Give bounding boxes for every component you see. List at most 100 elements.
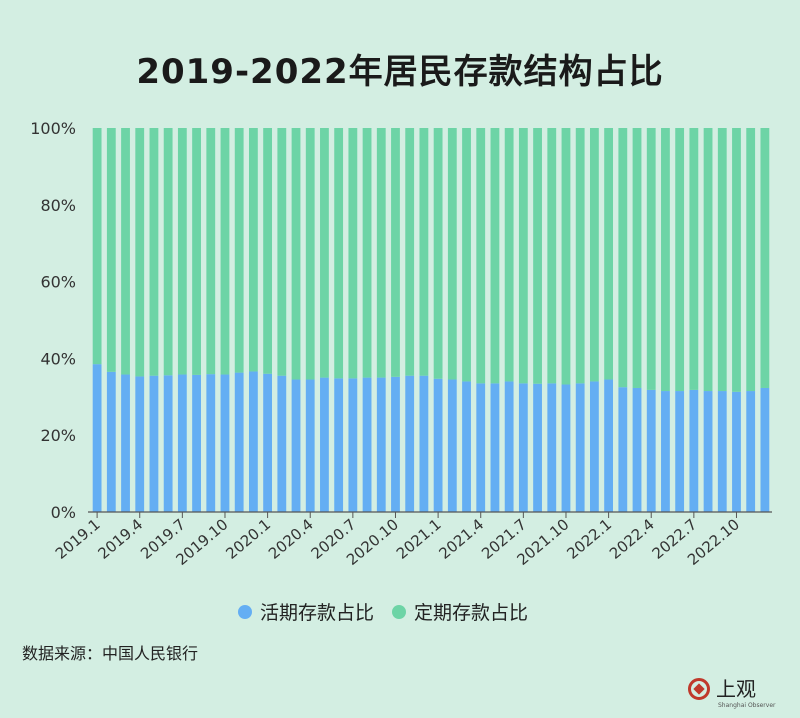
bar-segment-time [320,128,329,378]
bar-segment-time [248,128,258,372]
bar-segment-time [433,128,443,379]
bar-segment-time [121,128,130,375]
bar-segment-demand [646,389,656,512]
legend-swatch-demand [238,604,252,619]
bar-segment-demand [121,374,130,512]
bar-segment-demand [717,391,727,512]
x-tick-label: 2022.1 [563,515,615,563]
bar-segment-demand [291,379,301,512]
bar-segment-time [732,128,741,392]
y-axis: 0% 20% 40% 60% 80% 100% [30,119,76,522]
x-tick-label: 2022.4 [606,515,658,563]
bar-segment-demand [661,391,670,512]
bar-segment-time [376,128,386,378]
brand-mark: 上观 Shanghai Observer [688,677,775,709]
y-tick-label: 80% [40,196,76,215]
bar-segment-demand [305,379,315,512]
bar-segment-demand [618,387,628,512]
bar-segment-demand [547,383,557,512]
bar-segment-demand [419,375,429,512]
bar-segment-time [547,128,557,384]
y-tick-label: 100% [30,119,76,138]
bar-segment-demand [746,391,756,512]
bar-segment-demand [220,374,230,512]
bar-segment-demand [675,391,685,512]
bar-segment-time [533,128,542,384]
bar-segment-demand [604,379,614,512]
bar-segment-time [277,128,287,376]
bar-segment-time [561,128,571,385]
x-tick-label: 2020.4 [265,515,317,563]
legend-swatch-time [392,604,407,619]
bar-segment-demand [689,389,699,512]
brand-subtitle: Shanghai Observer [718,702,776,709]
bar-segment-time [135,128,145,377]
y-tick-label: 40% [40,349,76,368]
bars-group [92,128,770,512]
bar-segment-demand [135,376,145,512]
bar-segment-time [348,128,358,379]
bar-segment-time [220,128,230,375]
bar-segment-demand [433,378,443,512]
y-tick-label: 20% [40,426,76,445]
bar-segment-time [518,128,528,384]
bar-segment-demand [518,383,528,512]
bar-segment-demand [277,375,287,512]
x-tick-label: 2019.4 [95,515,147,563]
bar-segment-time [618,128,628,388]
legend-label-time: 定期存款占比 [414,602,529,624]
bar-segment-demand [192,374,201,512]
chart-title: 2019-2022年居民存款结构占比 [136,52,664,92]
bar-segment-demand [732,391,741,512]
bar-segment-time [92,128,102,365]
bar-segment-demand [320,377,329,512]
x-tick-label: 2020.1 [222,515,274,563]
bar-segment-demand [348,378,358,512]
bar-segment-time [689,128,699,390]
brand-name: 上观 [716,677,756,701]
bar-segment-time [405,128,415,376]
bar-segment-demand [334,378,344,512]
bar-segment-time [391,128,400,377]
bar-segment-demand [234,372,244,512]
bar-segment-demand [263,373,273,512]
bar-segment-demand [490,383,500,512]
bar-segment-demand [447,379,457,512]
bar-segment-demand [391,376,400,512]
legend-label-demand: 活期存款占比 [260,602,375,624]
legend-item-demand: 活期存款占比 [238,598,374,625]
x-axis: 2019.12019.42019.72019.102020.12020.4202… [52,511,772,569]
brand-logo-icon [688,678,710,700]
bar-segment-demand [248,371,258,512]
bar-segment-time [703,128,713,392]
bar-segment-demand [177,374,187,512]
bar-segment-demand [163,375,173,512]
bar-segment-time [632,128,642,388]
bar-segment-time [206,128,216,375]
bar-segment-demand [206,374,216,512]
y-tick-label: 60% [40,273,76,292]
bar-segment-time [291,128,301,380]
bar-segment-time [490,128,500,384]
bar-segment-time [575,128,585,384]
bar-segment-demand [589,381,599,512]
bar-segment-demand [760,387,770,512]
bar-segment-demand [149,375,159,512]
y-tick-label: 0% [51,503,76,522]
bar-segment-time [334,128,344,379]
x-tick-label: 2019.1 [52,515,104,563]
bar-segment-time [362,128,372,378]
bar-segment-time [760,128,770,388]
bar-segment-time [462,128,471,382]
bar-segment-demand [561,384,571,512]
bar-segment-demand [405,375,415,512]
bar-segment-time [675,128,685,392]
x-tick-label: 2021.1 [393,515,445,563]
bar-segment-time [746,128,756,392]
bar-segment-demand [376,377,386,512]
bar-segment-time [163,128,173,376]
bar-segment-time [604,128,614,380]
bar-segment-time [447,128,457,380]
bar-segment-time [106,128,116,372]
